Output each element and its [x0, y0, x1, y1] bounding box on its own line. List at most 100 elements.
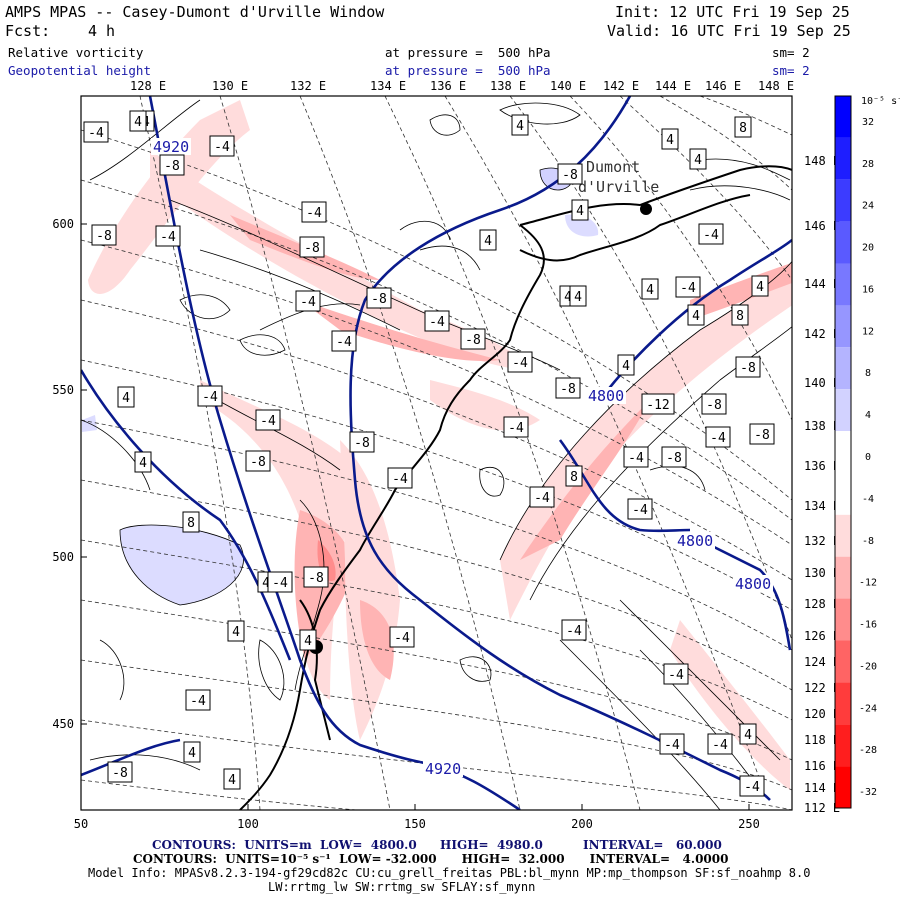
x-tick-label: 200: [571, 817, 593, 831]
vorticity-label-box: [255, 409, 281, 431]
vorticity-label-box: [687, 304, 705, 326]
vorticity-contour-label: 4: [646, 283, 654, 298]
vorticity-contour-label: -4: [712, 738, 728, 753]
height-label-bg: [733, 575, 773, 592]
vorticity-contour-label: -4: [394, 631, 410, 646]
colorbar-label: 16: [862, 284, 874, 295]
vorticity-label-box: [227, 620, 245, 642]
colorbar-swatch: [835, 137, 851, 180]
vorticity-label-box: [299, 236, 325, 258]
vorticity-label-box: [197, 385, 223, 407]
longitude-label: 148 E: [758, 79, 794, 93]
vorticity-contour-label: 4: [692, 309, 700, 324]
vorticity-label-box: [707, 733, 733, 755]
latitude-label: 116 E: [804, 759, 840, 773]
station-dumont-durville-marker: [640, 203, 652, 215]
negative-vorticity-shading: [88, 100, 792, 790]
field1-name: Relative vorticity: [8, 45, 144, 60]
station-dumont-label-2: d'Urville: [578, 178, 659, 196]
height-contour-info-interval: INTERVAL= 60.000: [583, 838, 722, 852]
vorticity-label-box: [735, 356, 761, 378]
vorticity-contour-label: -4: [632, 503, 648, 518]
vorticity-label-box: [734, 116, 752, 138]
vorticity-contour-label: 4: [516, 119, 524, 134]
colorbar-swatch: [835, 724, 851, 767]
y-tick-label: 550: [52, 383, 74, 397]
vorticity-contour-label: -4: [429, 315, 445, 330]
height-contour-label: 4800: [588, 387, 624, 405]
vorticity-label-box: [301, 201, 327, 223]
latitude-label: 112 E: [804, 801, 840, 815]
latitude-label: 132 E: [804, 534, 840, 548]
vorticity-contour-label: -4: [744, 780, 760, 795]
latitude-label: 118 E: [804, 733, 840, 747]
vorticity-contour-label: -4: [202, 390, 218, 405]
vorticity-contour-label: 4: [134, 115, 142, 130]
colorbar-label: -8: [862, 536, 874, 547]
vorticity-contour-label: -4: [306, 206, 322, 221]
vorticity-label-box: [555, 377, 581, 399]
vorticity-label-box: [641, 278, 659, 300]
vorticity-label-box: [751, 275, 769, 297]
field2-pressure: at pressure = 500 hPa: [385, 63, 551, 78]
latitude-label: 122 E: [804, 681, 840, 695]
colorbar-label: -4: [862, 494, 874, 505]
colorbar-swatch: [835, 389, 851, 432]
field2-name: Geopotential height: [8, 63, 151, 78]
vorticity-label-box: [460, 328, 486, 350]
vorticity-label-box: [641, 393, 675, 415]
vorticity-contour-label: 4: [694, 153, 702, 168]
vorticity-contour-label: -4: [336, 335, 352, 350]
vorticity-label-box: [479, 229, 497, 251]
colorbar-swatch: [835, 221, 851, 264]
vorticity-contour-label: -4: [392, 472, 408, 487]
colorbar-unit: 10⁻⁵ s⁻¹: [861, 96, 900, 107]
latitude-label: 142 E: [804, 327, 840, 341]
field1-smoothing: sm= 2: [772, 45, 810, 60]
vorticity-label-box: [698, 223, 724, 245]
colorbar-swatch: [835, 431, 851, 473]
longitude-label: 136 E: [430, 79, 466, 93]
y-tick-label: 450: [52, 717, 74, 731]
vorticity-contour-label: -4: [214, 140, 230, 155]
colorbar-swatch: [835, 640, 851, 683]
longitude-label: 144 E: [655, 79, 691, 93]
colorbar-label: 8: [865, 368, 871, 379]
vorticity-contour-label: 4: [666, 133, 674, 148]
longitude-label: 138 E: [490, 79, 526, 93]
colorbar-swatch: [835, 682, 851, 725]
vorticity-contour-label: -8: [562, 168, 578, 183]
longitude-label: 130 E: [212, 79, 248, 93]
colorbar-label: -16: [859, 620, 877, 631]
y-tick-label: 600: [52, 217, 74, 231]
vorticity-contour-label: 4: [564, 290, 572, 305]
vorticity-label-box: [511, 114, 529, 136]
latitude-label: 134 E: [804, 499, 840, 513]
vorticity-label-box: [129, 110, 147, 132]
vorticity-contour-label: -8: [164, 159, 180, 174]
latitude-label: 138 E: [804, 419, 840, 433]
vorticity-label-box: [661, 446, 687, 468]
vorticity-contour-label: -4: [88, 126, 104, 141]
vorticity-contour-label: 8: [736, 309, 744, 324]
x-tick-label: 50: [74, 817, 88, 831]
vorticity-label-box: [689, 148, 707, 170]
colorbar-swatch: [835, 305, 851, 348]
vorticity-label-box: [569, 285, 587, 307]
vorticity-label-box: [675, 276, 701, 298]
vorticity-label-box: [659, 733, 685, 755]
longitude-label: 146 E: [705, 79, 741, 93]
vorticity-contour-label: -8: [304, 241, 320, 256]
colorbar-label: 24: [862, 201, 874, 212]
vorticity-label-box: [705, 426, 731, 448]
forecast-hour: 4 h: [88, 22, 116, 40]
height-contour-label: 4920: [425, 760, 461, 778]
vorticity-contour-label: -4: [190, 694, 206, 709]
vorticity-label-box: [303, 566, 329, 588]
colorbar-label: -24: [859, 703, 877, 714]
vorticity-label-box: [561, 619, 587, 641]
vorticity-label-box: [83, 121, 109, 143]
vorticity-contour-label: 4: [744, 728, 752, 743]
height-label-bg: [151, 138, 191, 155]
